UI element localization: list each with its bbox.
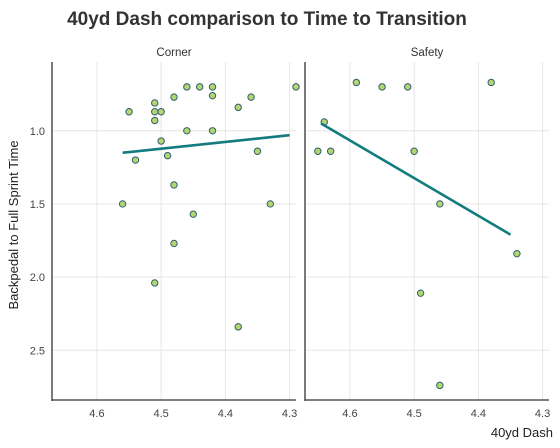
data-point xyxy=(195,83,204,91)
data-point xyxy=(436,381,444,390)
x-tick-label: 4.5 xyxy=(407,408,422,420)
data-point xyxy=(151,116,159,125)
y-axis-ticks: 1.0 1.5 2.0 2.5 xyxy=(30,126,45,357)
y-axis-title: Backpedal to Full Sprint Time xyxy=(6,140,21,309)
x-axis-ticks: 4.6 4.5 4.4 4.3 4.6 4.5 4.4 4.3 xyxy=(89,408,550,420)
data-point xyxy=(436,200,444,208)
data-point xyxy=(314,147,322,155)
data-point xyxy=(234,103,242,112)
x-tick-label: 4.4 xyxy=(471,408,486,420)
data-point xyxy=(151,279,159,287)
x-tick-label: 4.6 xyxy=(89,408,104,420)
data-point xyxy=(163,151,172,160)
x-tick-label: 4.4 xyxy=(218,408,233,420)
panel-corner: Corner xyxy=(51,47,300,401)
data-point xyxy=(487,78,495,87)
data-point xyxy=(416,289,425,297)
y-tick-label: 1.0 xyxy=(30,126,45,138)
data-point xyxy=(183,127,191,135)
data-point xyxy=(404,83,412,91)
data-point xyxy=(157,108,165,116)
y-tick-label: 2.0 xyxy=(30,272,45,284)
data-point xyxy=(118,200,127,208)
x-tick-label: 4.3 xyxy=(535,408,550,420)
data-point xyxy=(247,93,255,101)
data-point xyxy=(183,83,191,91)
data-point xyxy=(151,108,159,116)
data-point xyxy=(253,147,262,155)
data-point xyxy=(170,181,178,189)
data-point xyxy=(352,78,361,87)
data-point xyxy=(378,83,386,91)
panel-safety: Safety xyxy=(304,47,549,401)
data-point xyxy=(131,156,140,164)
data-point xyxy=(189,210,197,218)
data-point xyxy=(151,99,159,107)
chart-title: 40yd Dash comparison to Time to Transiti… xyxy=(67,9,467,30)
data-point xyxy=(513,249,521,258)
trend-line xyxy=(122,133,290,155)
data-point xyxy=(208,127,217,135)
x-tick-label: 4.3 xyxy=(282,408,297,420)
data-point xyxy=(157,137,165,145)
data-point xyxy=(410,147,418,155)
x-tick-label: 4.6 xyxy=(342,408,357,420)
data-point xyxy=(208,91,217,100)
trend-line xyxy=(320,122,512,236)
data-point xyxy=(326,147,335,155)
data-point xyxy=(170,93,178,101)
panel-strip-label: Corner xyxy=(156,47,191,59)
panel-strip-label: Safety xyxy=(411,47,444,59)
x-tick-label: 4.5 xyxy=(154,408,169,420)
data-point xyxy=(234,323,242,331)
data-point xyxy=(292,83,300,91)
y-tick-label: 1.5 xyxy=(30,199,45,211)
data-point xyxy=(266,200,275,208)
data-point xyxy=(208,83,217,91)
y-tick-label: 2.5 xyxy=(30,345,45,357)
data-point xyxy=(170,239,178,248)
x-axis-title: 40yd Dash xyxy=(491,425,553,440)
data-point xyxy=(125,108,133,116)
